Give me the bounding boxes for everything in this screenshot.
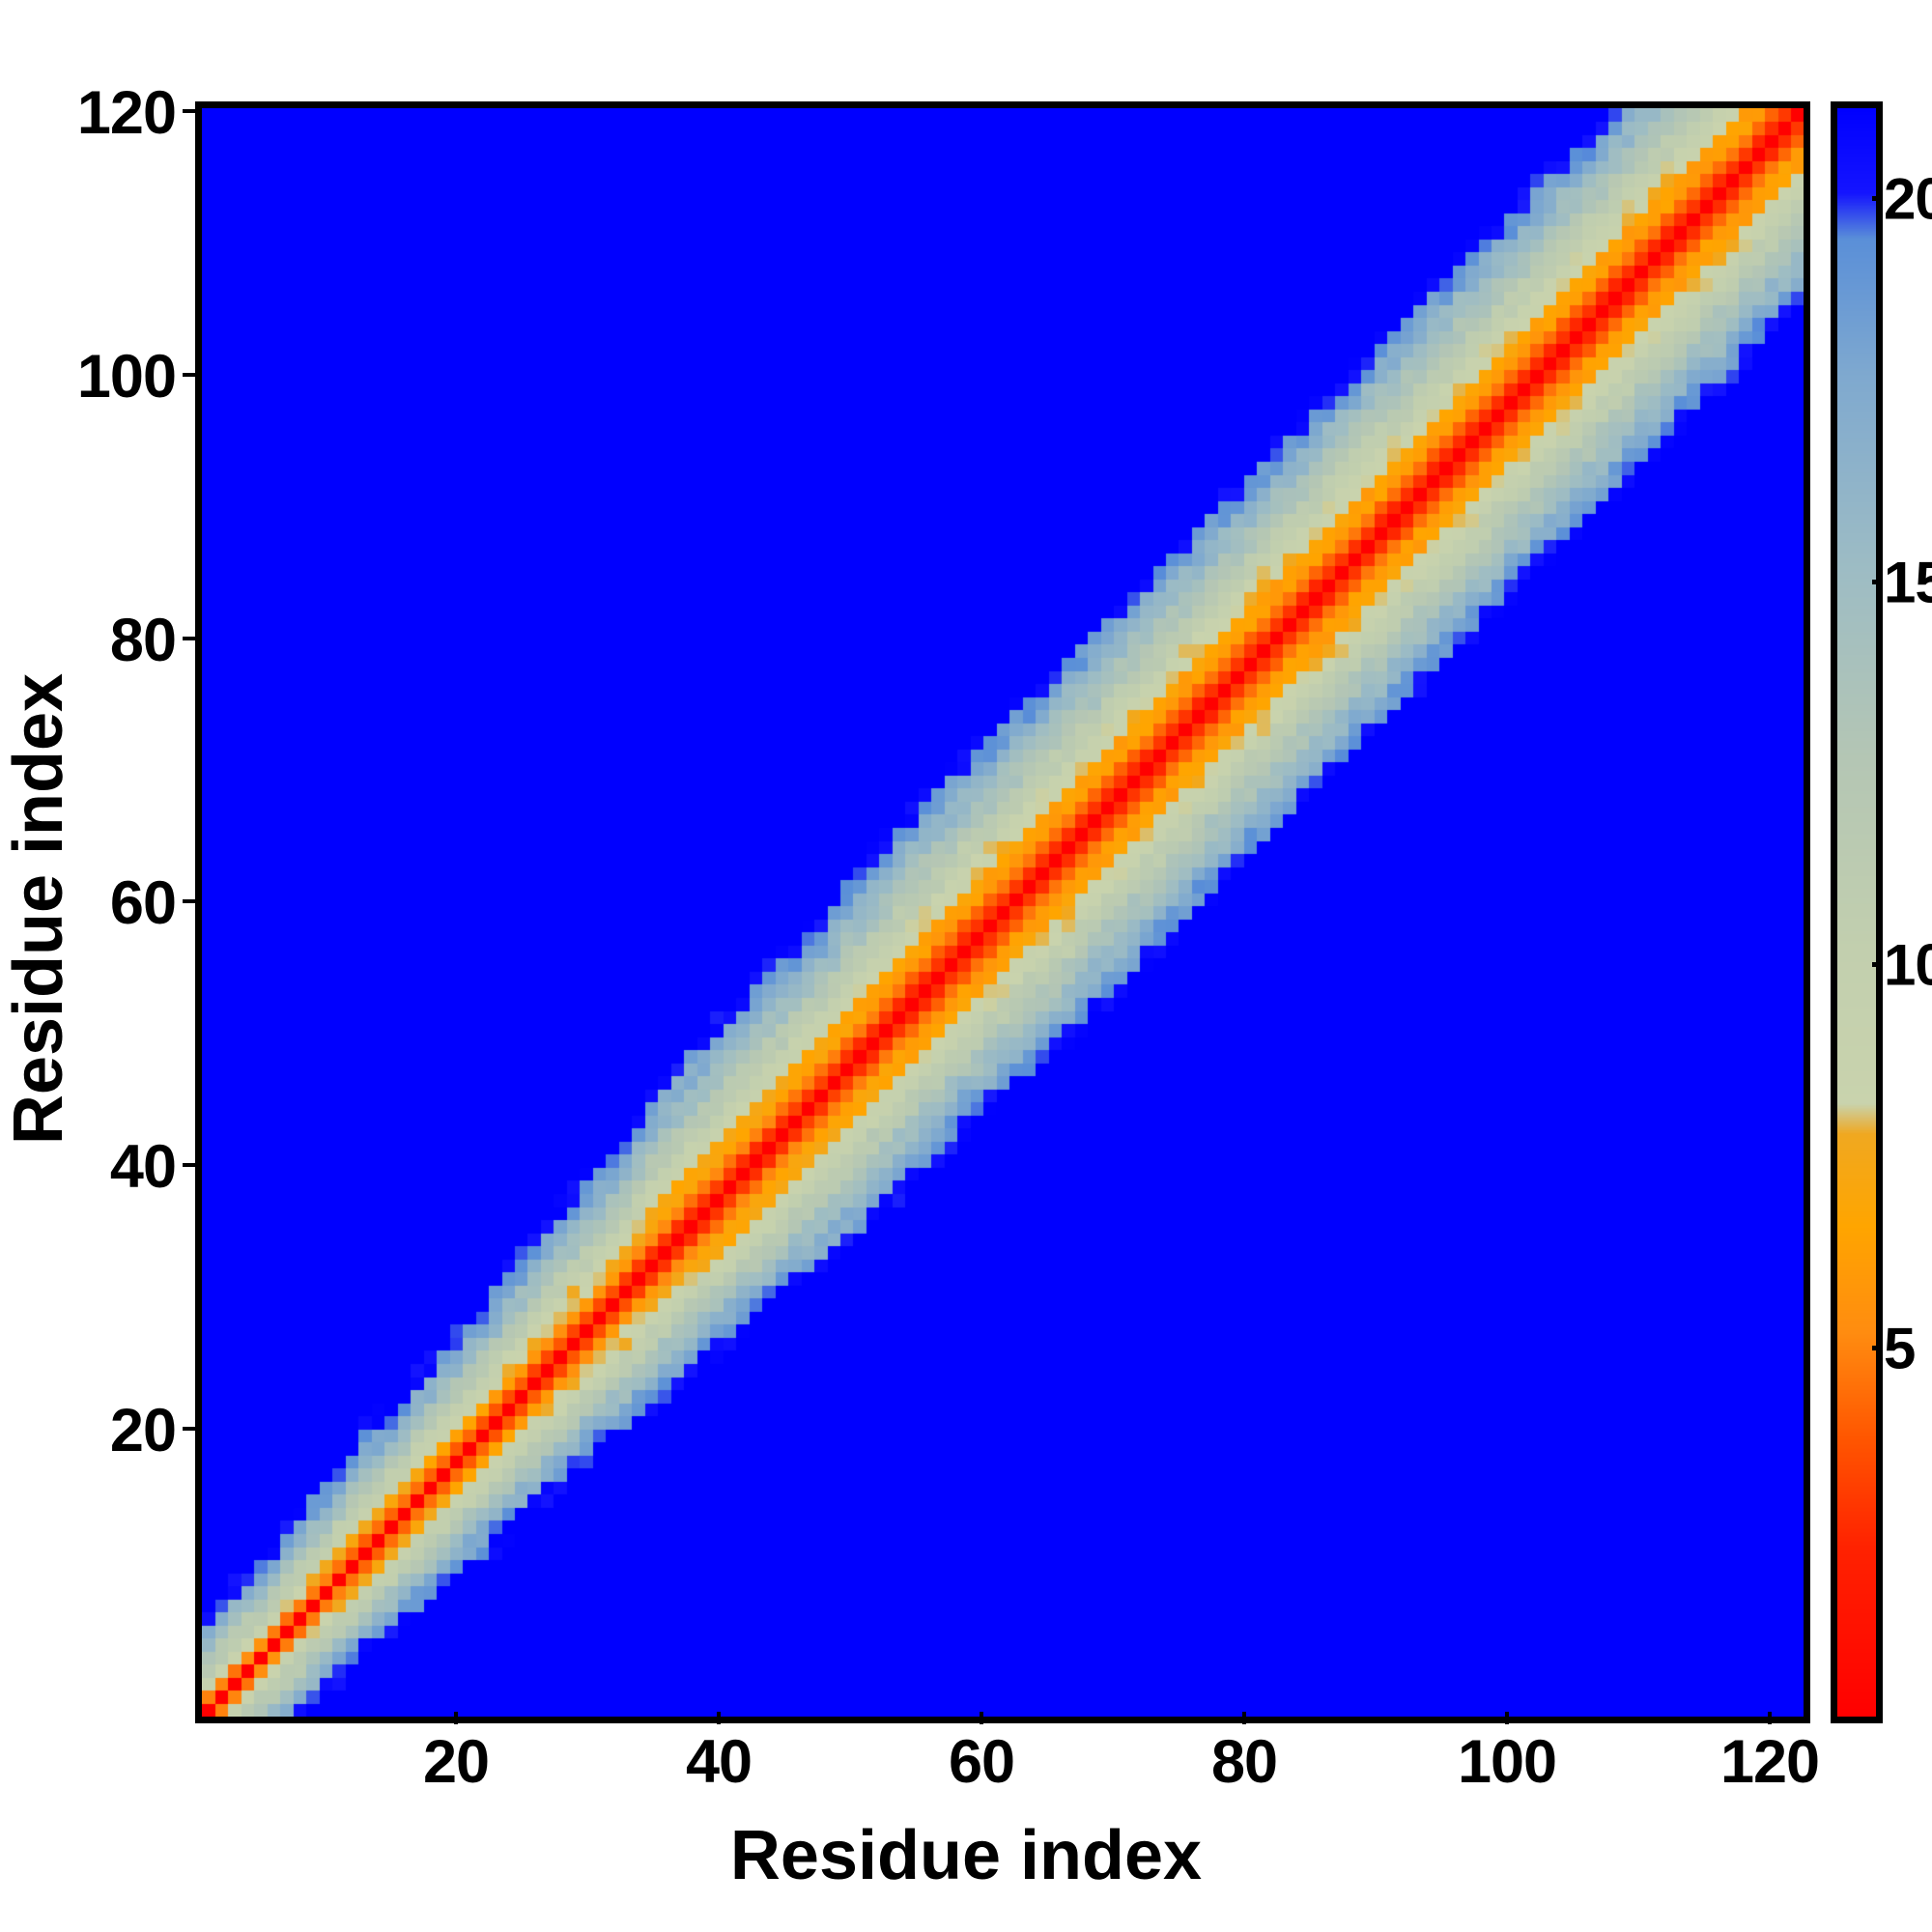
x-tick-80 — [1242, 1712, 1246, 1724]
colorbar-tick-15 — [1872, 580, 1883, 584]
x-axis-title: Residue index — [729, 1817, 1203, 1894]
colorbar-tick-10 — [1872, 962, 1883, 967]
y-ticklabel-60: 60 — [109, 869, 177, 937]
x-tick-60 — [980, 1712, 983, 1724]
y-tick-20 — [183, 1427, 195, 1431]
x-ticklabel-120: 120 — [1719, 1728, 1820, 1796]
heatmap-canvas — [202, 108, 1804, 1717]
x-ticklabel-100: 100 — [1457, 1728, 1557, 1796]
y-ticklabel-40: 40 — [109, 1133, 177, 1201]
x-ticklabel-20: 20 — [422, 1728, 490, 1796]
colorbar-label-10: 10 — [1884, 932, 1932, 998]
x-tick-20 — [454, 1712, 458, 1724]
colorbar-gradient — [1837, 108, 1876, 1717]
y-ticklabel-80: 80 — [109, 607, 177, 674]
x-ticklabel-40: 40 — [685, 1728, 753, 1796]
colorbar-tick-5 — [1872, 1346, 1883, 1350]
y-tick-40 — [183, 1163, 195, 1167]
colorbar — [1831, 101, 1883, 1723]
x-ticklabel-60: 60 — [948, 1728, 1015, 1796]
y-tick-120 — [183, 109, 195, 113]
y-axis-title-wrap: Residue index — [0, 136, 78, 1682]
colorbar-label-20: 20 — [1884, 166, 1932, 232]
y-tick-60 — [183, 899, 195, 903]
x-tick-100 — [1505, 1712, 1509, 1724]
y-tick-80 — [183, 637, 195, 640]
y-axis-title: Residue index — [0, 672, 77, 1146]
x-tick-120 — [1768, 1712, 1772, 1724]
colorbar-label-15: 15 — [1884, 550, 1932, 615]
heatmap-plot-area — [195, 101, 1810, 1723]
y-tick-100 — [183, 373, 195, 377]
y-ticklabel-20: 20 — [109, 1397, 177, 1464]
y-ticklabel-120: 120 — [76, 79, 177, 147]
x-tick-40 — [717, 1712, 721, 1724]
y-ticklabel-100: 100 — [76, 343, 177, 411]
colorbar-label-5: 5 — [1884, 1316, 1916, 1381]
colorbar-tick-20 — [1872, 196, 1883, 201]
x-ticklabel-80: 80 — [1210, 1728, 1278, 1796]
